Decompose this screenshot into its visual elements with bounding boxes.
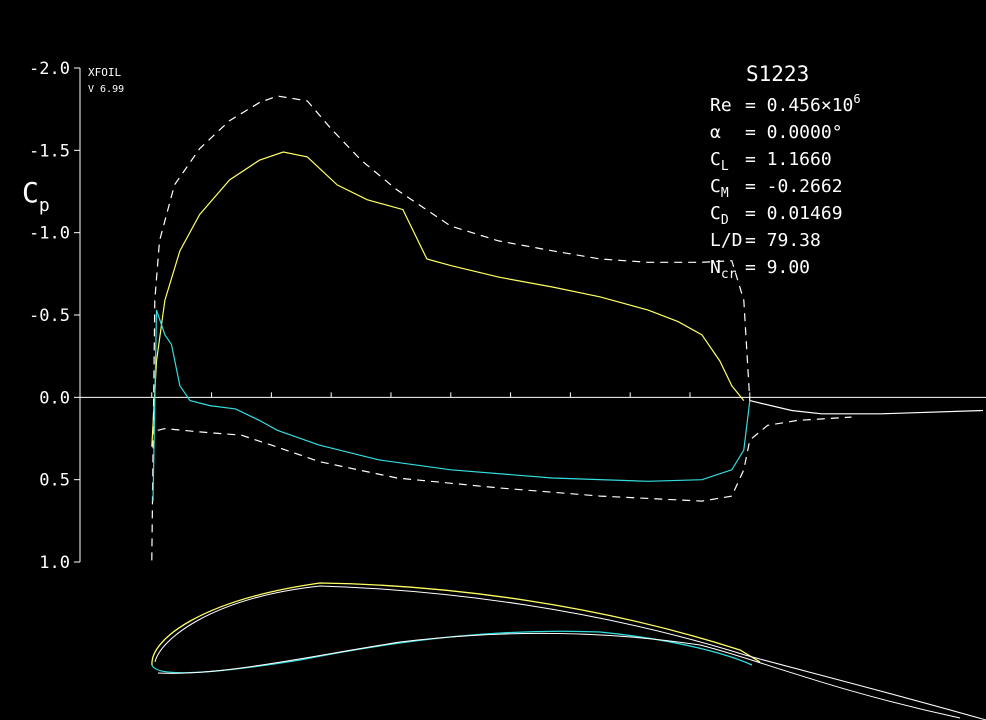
program-version: V 6.99 <box>88 84 124 95</box>
param-sub: M <box>721 186 729 201</box>
param-value: = 0.0000° <box>745 122 843 143</box>
param-label: L/D <box>710 230 743 251</box>
y-tick-label: 0.0 <box>39 388 70 408</box>
program-name: XFOIL <box>88 66 121 79</box>
param-value-text: = 79.38 <box>745 230 821 251</box>
param-sup: 6 <box>853 92 860 106</box>
param-value-text: = 0.0000° <box>745 122 843 143</box>
param-label: CM <box>710 176 729 201</box>
param-label: CL <box>710 149 729 174</box>
cp-curve <box>151 151 745 447</box>
param-value-text: = -0.2662 <box>745 176 843 197</box>
param-value: = 79.38 <box>745 230 821 251</box>
param-label: Re <box>710 95 732 116</box>
param-label: CD <box>710 203 729 228</box>
y-tick-label: -0.5 <box>29 306 70 326</box>
displacement-upper <box>154 585 986 720</box>
param-label: α <box>710 122 721 143</box>
airfoil-geometry <box>151 582 986 720</box>
param-name: α <box>710 122 721 143</box>
param-value-text: = 0.01469 <box>745 203 843 224</box>
cp-curve <box>152 309 751 502</box>
param-sub: L <box>721 159 729 174</box>
param-name: C <box>710 203 721 224</box>
cp-curve <box>157 416 852 502</box>
param-value: = 0.456×106 <box>745 92 861 116</box>
y-tick-label: 0.5 <box>39 471 70 491</box>
param-name: C <box>710 149 721 170</box>
cp-curve <box>749 400 984 415</box>
param-value-text: = 9.00 <box>745 257 810 278</box>
param-name: Re <box>710 95 732 116</box>
param-sub: D <box>721 213 729 228</box>
displacement-lower <box>157 632 961 719</box>
y-label: Cp <box>22 176 50 216</box>
y-tick-label: -2.0 <box>29 59 70 79</box>
param-name: L/D <box>710 230 743 251</box>
y-label-sub: p <box>39 195 50 216</box>
param-value: = -0.2662 <box>745 176 843 197</box>
param-value-text: = 0.456×10 <box>745 95 853 116</box>
y-label-main: C <box>22 176 39 209</box>
param-value: = 1.1660 <box>745 149 832 170</box>
param-value: = 9.00 <box>745 257 810 278</box>
y-tick-label: -1.5 <box>29 141 70 161</box>
airfoil-upper <box>151 582 761 666</box>
y-tick-label: 1.0 <box>39 553 70 573</box>
param-label: Ncr <box>710 257 737 282</box>
cp-curve <box>151 95 751 561</box>
param-name: C <box>710 176 721 197</box>
param-value-text: = 1.1660 <box>745 149 832 170</box>
airfoil-name: S1223 <box>746 62 809 86</box>
param-sub: cr <box>721 267 737 282</box>
y-tick-label: -1.0 <box>29 224 70 244</box>
param-name: N <box>710 257 721 278</box>
param-value: = 0.01469 <box>745 203 843 224</box>
